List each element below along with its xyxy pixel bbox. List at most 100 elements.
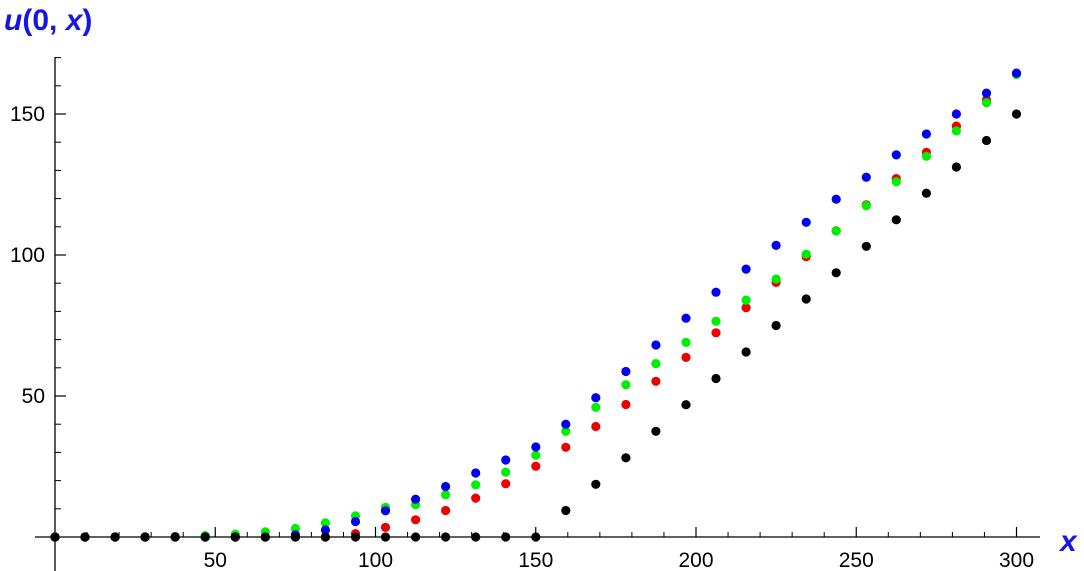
data-point xyxy=(771,274,781,284)
data-point xyxy=(981,98,992,108)
data-point xyxy=(651,426,661,436)
x-tick-label: 100 xyxy=(358,549,393,571)
data-point xyxy=(1011,68,1022,78)
data-point xyxy=(921,151,932,161)
data-point xyxy=(681,337,691,347)
data-point xyxy=(441,532,451,542)
data-point xyxy=(681,400,691,410)
data-point xyxy=(981,88,992,98)
data-point xyxy=(711,373,721,384)
data-point xyxy=(380,522,391,533)
data-point xyxy=(831,226,841,236)
data-point xyxy=(260,532,270,542)
data-point xyxy=(441,490,451,500)
x-tick-label: 300 xyxy=(999,549,1034,571)
x-tick-label: 50 xyxy=(204,549,227,571)
data-point xyxy=(711,287,721,297)
data-point xyxy=(621,366,631,377)
data-point xyxy=(771,240,781,250)
data-point xyxy=(741,264,751,274)
data-point xyxy=(891,150,901,160)
data-point xyxy=(861,241,871,251)
data-point xyxy=(531,461,541,471)
data-point xyxy=(501,532,511,542)
x-tick-label: 150 xyxy=(518,549,553,571)
data-point xyxy=(320,518,330,528)
data-point xyxy=(591,479,601,489)
data-point xyxy=(501,479,511,489)
y-tick-label: 150 xyxy=(10,103,45,126)
data-point xyxy=(891,177,901,187)
x-tick-label: 250 xyxy=(839,549,874,571)
data-point xyxy=(711,316,721,326)
data-point xyxy=(441,505,451,516)
data-point xyxy=(951,162,962,172)
data-point xyxy=(891,215,901,225)
data-point xyxy=(380,532,391,542)
data-point xyxy=(561,505,571,516)
y-axis-title: u(0, x) xyxy=(4,4,92,37)
data-point xyxy=(110,532,120,542)
data-point xyxy=(771,320,781,331)
data-point xyxy=(951,109,962,119)
data-point xyxy=(591,402,601,412)
data-point xyxy=(591,393,601,403)
data-point xyxy=(200,532,210,542)
data-point xyxy=(681,352,691,362)
tick-labels: 50 100 150 200 250 300 50 100 150 xyxy=(10,103,1034,571)
data-point xyxy=(801,249,811,259)
data-point xyxy=(651,340,661,350)
data-point xyxy=(591,421,601,432)
data-point xyxy=(741,295,751,305)
data-point xyxy=(471,468,481,478)
data-point xyxy=(831,268,841,278)
data-point xyxy=(561,419,571,429)
data-point xyxy=(380,506,391,516)
data-point xyxy=(320,532,330,542)
data-point xyxy=(741,347,751,357)
data-point xyxy=(981,135,992,146)
data-point xyxy=(290,532,300,542)
data-point xyxy=(531,442,541,452)
data-point xyxy=(951,126,962,136)
data-point xyxy=(1011,109,1022,119)
axis-ticks xyxy=(55,57,1018,537)
data-point xyxy=(801,294,811,304)
x-tick-label: 200 xyxy=(678,549,713,571)
data-point xyxy=(711,328,721,338)
data-point xyxy=(531,450,541,460)
data-point xyxy=(621,453,631,463)
data-point xyxy=(921,129,932,139)
data-point xyxy=(471,493,481,503)
data-point xyxy=(621,399,631,410)
data-point xyxy=(230,532,240,542)
data-point xyxy=(531,532,541,542)
x-axis-title: x xyxy=(1058,525,1078,558)
data-point xyxy=(320,525,330,535)
data-point xyxy=(411,515,421,525)
data-point xyxy=(681,313,691,323)
data-point xyxy=(741,303,751,313)
y-tick-label: 50 xyxy=(22,385,45,408)
data-point xyxy=(80,532,90,542)
data-point xyxy=(861,201,871,211)
data-point xyxy=(441,481,451,492)
data-point xyxy=(471,480,481,490)
data-points xyxy=(50,68,1022,542)
data-point xyxy=(50,532,60,542)
y-tick-label: 100 xyxy=(10,244,45,267)
data-point xyxy=(621,380,631,390)
data-point xyxy=(350,516,361,527)
data-point xyxy=(350,532,361,542)
data-point xyxy=(501,455,511,465)
data-point xyxy=(170,532,180,542)
data-point xyxy=(861,172,871,182)
data-point xyxy=(801,217,811,227)
data-point xyxy=(140,532,150,542)
data-point xyxy=(651,359,661,369)
data-point xyxy=(411,532,421,542)
data-point xyxy=(651,376,661,386)
data-point xyxy=(471,532,481,542)
data-point xyxy=(501,467,511,477)
